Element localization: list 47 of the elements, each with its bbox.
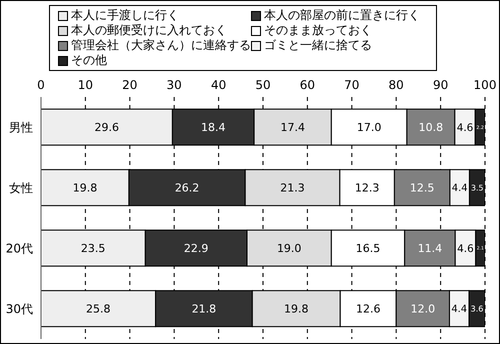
data-label: 12.6 xyxy=(356,302,380,316)
y-tick-label: 男性 xyxy=(9,120,33,135)
legend-label: そのまま放っておく xyxy=(263,23,373,38)
data-label: 4.6 xyxy=(457,242,474,255)
data-label: 18.4 xyxy=(201,121,226,134)
data-label: 29.6 xyxy=(94,121,119,134)
x-tick-label: 40 xyxy=(210,78,226,92)
data-label: 19.0 xyxy=(276,242,302,256)
data-label: 10.8 xyxy=(418,121,444,134)
y-tick-label: 30代 xyxy=(6,302,33,316)
data-label: 11.4 xyxy=(418,242,442,256)
data-label: 4.4 xyxy=(452,183,468,194)
x-tick-label: 30 xyxy=(166,78,182,92)
data-label: 25.8 xyxy=(86,302,111,316)
legend-label: その他 xyxy=(70,53,108,68)
data-label: 23.5 xyxy=(80,242,106,256)
legend-label: 本人に手渡しに行く xyxy=(70,8,180,23)
x-tick-label: 50 xyxy=(255,78,271,92)
data-label: 19.8 xyxy=(284,302,309,316)
legend-label: ゴミと一緒に捨てる xyxy=(263,38,373,53)
data-label: 4.6 xyxy=(456,122,474,134)
data-label: 21.3 xyxy=(280,182,305,195)
y-tick-label: 女性 xyxy=(9,181,33,196)
legend-label: 本人の郵便受けに入れておく xyxy=(70,23,228,38)
data-label: 4.4 xyxy=(451,304,468,316)
x-tick-label: 100 xyxy=(474,78,496,92)
data-label: 12.3 xyxy=(354,182,380,195)
data-label: 3.6 xyxy=(470,304,484,314)
legend-label: 本人の部屋の前に置きに行く xyxy=(263,8,421,23)
data-label: 17.0 xyxy=(356,121,382,134)
legend-label: 管理会社（大家さん）に連絡する xyxy=(70,38,251,53)
data-label: 26.2 xyxy=(174,182,200,195)
data-label: 21.8 xyxy=(192,302,216,316)
data-label: 22.9 xyxy=(184,242,208,256)
data-label: 12.0 xyxy=(410,302,436,316)
data-label: 16.5 xyxy=(356,242,380,256)
x-tick-label: 10 xyxy=(78,78,94,92)
x-tick-label: 20 xyxy=(122,78,138,92)
x-tick-label: 80 xyxy=(388,78,404,92)
data-label: 17.4 xyxy=(280,121,305,134)
x-tick-label: 0 xyxy=(37,78,45,92)
data-label: 19.8 xyxy=(72,182,98,195)
x-tick-label: 60 xyxy=(300,78,316,92)
x-tick-label: 90 xyxy=(432,78,448,92)
data-label: 12.5 xyxy=(410,182,434,195)
y-tick-label: 20代 xyxy=(6,242,33,256)
x-tick-label: 70 xyxy=(344,78,360,92)
